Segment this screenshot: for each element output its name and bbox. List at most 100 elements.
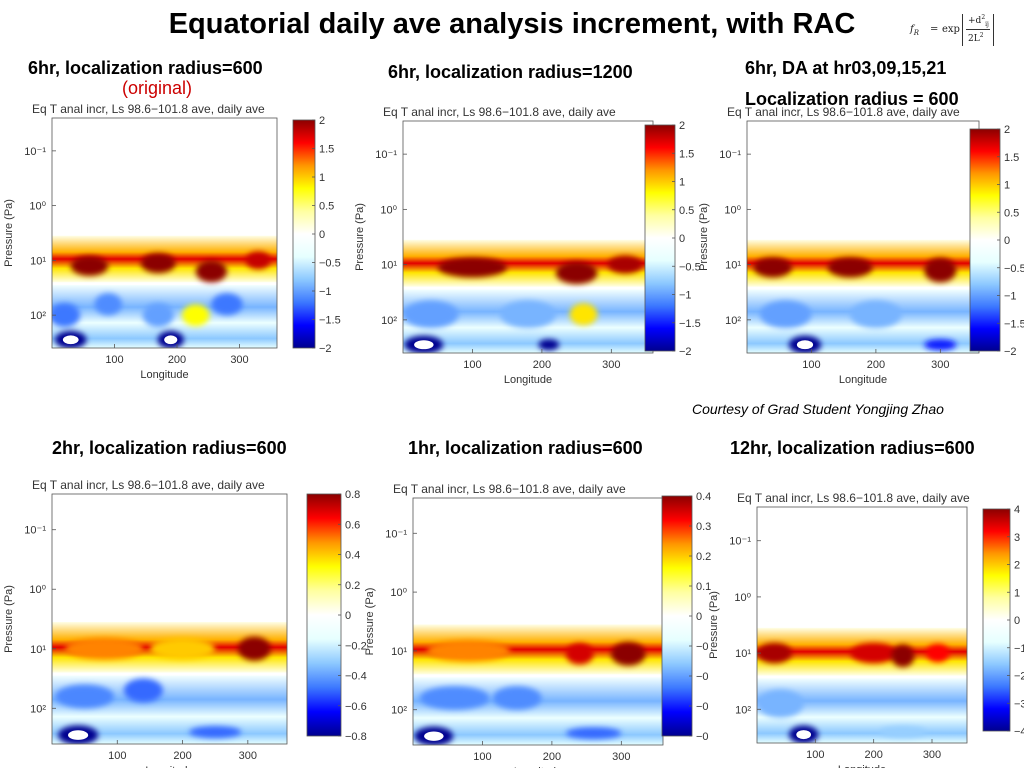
- y-tick-label: 10²: [725, 315, 741, 327]
- colorbar-tick-label: 1: [319, 172, 325, 184]
- feature-0: [757, 642, 792, 664]
- x-tick-label: 300: [230, 354, 248, 366]
- colorbar-tick-label: 1.5: [1004, 152, 1019, 164]
- feature-3: [403, 300, 459, 329]
- colorbar-tick-label: −1: [1014, 643, 1024, 655]
- colorbar-tick-label: 0.1: [696, 581, 711, 593]
- y-tick-label: 10⁰: [724, 204, 741, 216]
- feature-6: [142, 303, 174, 328]
- x-tick-label: 200: [533, 359, 551, 371]
- x-axis-label: Longitude: [514, 766, 562, 768]
- heatmap-field: [757, 627, 967, 743]
- y-tick-label: 10²: [30, 703, 46, 715]
- panel-2-heading: 6hr, localization radius=1200: [388, 62, 633, 82]
- colorbar-tick-label: −0.6: [345, 701, 367, 713]
- colorbar-tick-label: 0.3: [696, 521, 711, 533]
- feature-5: [796, 730, 812, 740]
- x-tick-label: 300: [239, 750, 257, 762]
- y-axis-label: Pressure (Pa): [3, 585, 15, 653]
- colorbar-tick-label: −0.5: [319, 258, 341, 270]
- colorbar-tick-label: −2: [1004, 346, 1017, 358]
- feature-2: [607, 255, 643, 274]
- y-tick-label: 10²: [735, 704, 751, 716]
- y-tick-label: 10¹: [391, 646, 407, 658]
- feature-1: [827, 257, 873, 278]
- colorbar-tick-label: 0.4: [345, 550, 360, 562]
- colorbar-tick-label: 0.4: [696, 491, 711, 503]
- feature-5: [424, 731, 444, 741]
- feature-5: [796, 340, 814, 350]
- chart-title: Eq T anal incr, Ls 98.6−101.8 ave, daily…: [32, 102, 265, 116]
- feature-4: [850, 300, 902, 329]
- feature-9: [164, 335, 178, 345]
- y-axis-label: Pressure (Pa): [698, 203, 710, 271]
- feature-5: [414, 340, 434, 350]
- feature-2: [238, 636, 271, 661]
- colorbar-tick-label: −2: [319, 343, 332, 355]
- feature-3: [926, 644, 950, 663]
- x-tick-label: 200: [864, 749, 882, 761]
- y-tick-label: 10¹: [735, 648, 751, 660]
- feature-1: [140, 253, 176, 273]
- feature-4: [757, 689, 804, 718]
- heatmap-field: [413, 624, 663, 745]
- feature-1: [565, 643, 594, 665]
- y-axis-label: Pressure (Pa): [3, 199, 15, 267]
- y-tick-label: 10⁻¹: [375, 149, 397, 161]
- colorbar-tick-label: −1: [679, 290, 692, 302]
- colorbar-tick-label: 0: [696, 611, 702, 623]
- feature-2: [610, 642, 646, 666]
- x-tick-label: 100: [463, 359, 481, 371]
- colorbar-tick-label: 4: [1014, 504, 1020, 516]
- feature-2: [891, 644, 915, 668]
- x-tick-label: 100: [473, 751, 491, 763]
- feature-1: [850, 642, 897, 664]
- colorbar: [306, 493, 342, 737]
- x-tick-label: 100: [105, 354, 123, 366]
- colorbar-tick-label: 2: [1004, 124, 1010, 136]
- colorbar-tick-label: −1: [319, 286, 332, 298]
- colorbar-tick-label: 0.2: [345, 580, 360, 592]
- courtesy-note: Courtesy of Grad Student Yongjing Zhao: [692, 401, 944, 417]
- colorbar: [982, 508, 1011, 732]
- feature-3: [759, 300, 812, 329]
- y-tick-label: 10¹: [725, 260, 741, 272]
- x-tick-label: 300: [612, 751, 630, 763]
- chart-title: Eq T anal incr, Ls 98.6−101.8 ave, daily…: [737, 491, 970, 505]
- formula-f: fR: [910, 24, 919, 37]
- feature-3: [55, 684, 115, 709]
- feature-0: [753, 257, 793, 278]
- panel-3-heading: 6hr, DA at hr03,09,15,21: [745, 58, 947, 78]
- feature-5: [94, 293, 122, 316]
- panel-4-heading: 2hr, localization radius=600: [52, 438, 287, 458]
- colorbar-tick-label: −0: [696, 671, 709, 683]
- feature-4: [500, 300, 556, 329]
- feature-4: [52, 303, 81, 328]
- colorbar-tick-label: −2: [679, 346, 692, 358]
- heatmap-panel-3: Eq T anal incr, Ls 98.6−101.8 ave, daily…: [698, 105, 1024, 386]
- feature-0: [70, 256, 109, 276]
- formula-image: fR = exp +d2ij 2L2: [908, 12, 1000, 50]
- y-tick-label: 10⁰: [29, 584, 46, 596]
- feature-2: [195, 260, 227, 283]
- colorbar: [644, 124, 676, 352]
- x-tick-label: 300: [931, 359, 949, 371]
- y-tick-label: 10²: [381, 315, 397, 327]
- y-tick-label: 10⁻¹: [729, 536, 751, 548]
- formula-numerator: +d2ij: [968, 14, 989, 28]
- heatmap-field: [52, 235, 277, 348]
- x-axis-label: Longitude: [140, 369, 188, 381]
- x-tick-label: 100: [802, 359, 820, 371]
- chart-title: Eq T anal incr, Ls 98.6−101.8 ave, daily…: [32, 478, 265, 492]
- colorbar-tick-label: −0: [696, 641, 709, 653]
- colorbar-tick-label: 0: [345, 610, 351, 622]
- heatmap-field: [52, 621, 287, 744]
- colorbar-tick-label: −4: [1014, 726, 1024, 738]
- colorbar-tick-label: −0.5: [679, 261, 701, 273]
- y-tick-label: 10⁻¹: [385, 528, 407, 540]
- panel-5-heading: 1hr, localization radius=600: [408, 438, 643, 458]
- colorbar-tick-label: 2: [679, 120, 685, 132]
- feature-10: [182, 304, 210, 327]
- y-tick-label: 10²: [30, 310, 46, 322]
- x-tick-label: 100: [806, 749, 824, 761]
